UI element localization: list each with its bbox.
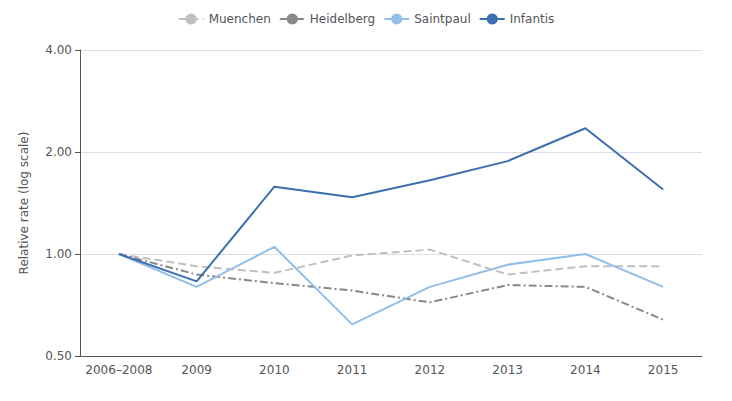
- svg-text:2006–2008: 2006–2008: [85, 363, 152, 377]
- svg-text:0.50: 0.50: [45, 349, 72, 363]
- svg-text:Infantis: Infantis: [510, 12, 555, 26]
- svg-text:2011: 2011: [337, 363, 368, 377]
- svg-text:4.00: 4.00: [45, 43, 72, 57]
- svg-text:2.00: 2.00: [45, 145, 72, 159]
- svg-text:1.00: 1.00: [45, 247, 72, 261]
- svg-text:2015: 2015: [648, 363, 679, 377]
- svg-text:2012: 2012: [415, 363, 446, 377]
- svg-text:Relative rate (log scale): Relative rate (log scale): [17, 132, 31, 275]
- svg-text:Saintpaul: Saintpaul: [414, 12, 471, 26]
- svg-text:2014: 2014: [570, 363, 601, 377]
- svg-text:Muenchen: Muenchen: [209, 12, 271, 26]
- svg-text:2013: 2013: [492, 363, 523, 377]
- svg-text:2010: 2010: [259, 363, 290, 377]
- svg-text:Heidelberg: Heidelberg: [310, 12, 375, 26]
- svg-text:2009: 2009: [181, 363, 212, 377]
